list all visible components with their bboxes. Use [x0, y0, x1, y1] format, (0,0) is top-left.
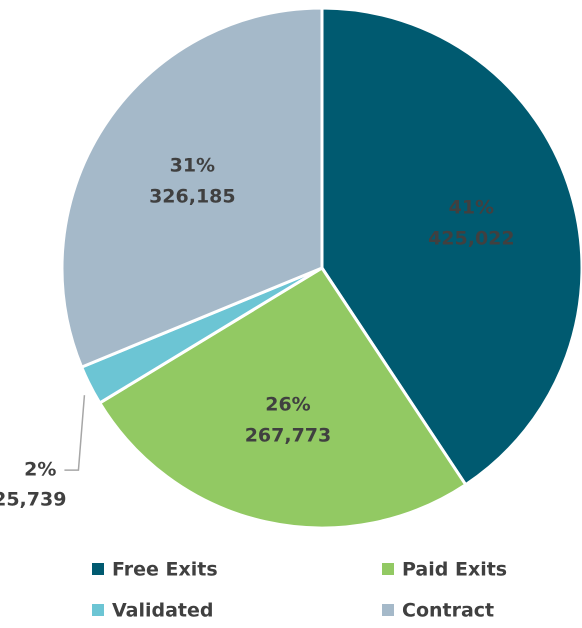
value-label: 267,773	[245, 425, 332, 447]
legend-swatch	[92, 604, 104, 616]
legend-item: Paid Exits	[382, 559, 507, 581]
percent-label: 41%	[449, 196, 494, 218]
legend-item: Validated	[92, 600, 214, 622]
legend-swatch	[382, 604, 394, 616]
pie-slice	[97, 265, 468, 530]
legend-swatch	[92, 563, 104, 575]
leader-line	[64, 395, 86, 471]
value-label: 326,185	[149, 186, 236, 208]
pie-slice	[60, 6, 324, 370]
legend-label: Free Exits	[112, 559, 218, 581]
value-label: 425,022	[428, 227, 515, 249]
legend-label: Paid Exits	[402, 559, 507, 581]
percent-label: 2%	[24, 459, 56, 481]
value-label: 25,739	[0, 489, 66, 511]
legend-item: Contract	[382, 600, 494, 622]
legend-item: Free Exits	[92, 559, 218, 581]
percent-label: 31%	[170, 155, 215, 177]
percent-label: 26%	[265, 394, 310, 416]
legend-swatch	[382, 563, 394, 575]
legend-label: Validated	[112, 600, 214, 622]
legend-label: Contract	[402, 600, 494, 622]
